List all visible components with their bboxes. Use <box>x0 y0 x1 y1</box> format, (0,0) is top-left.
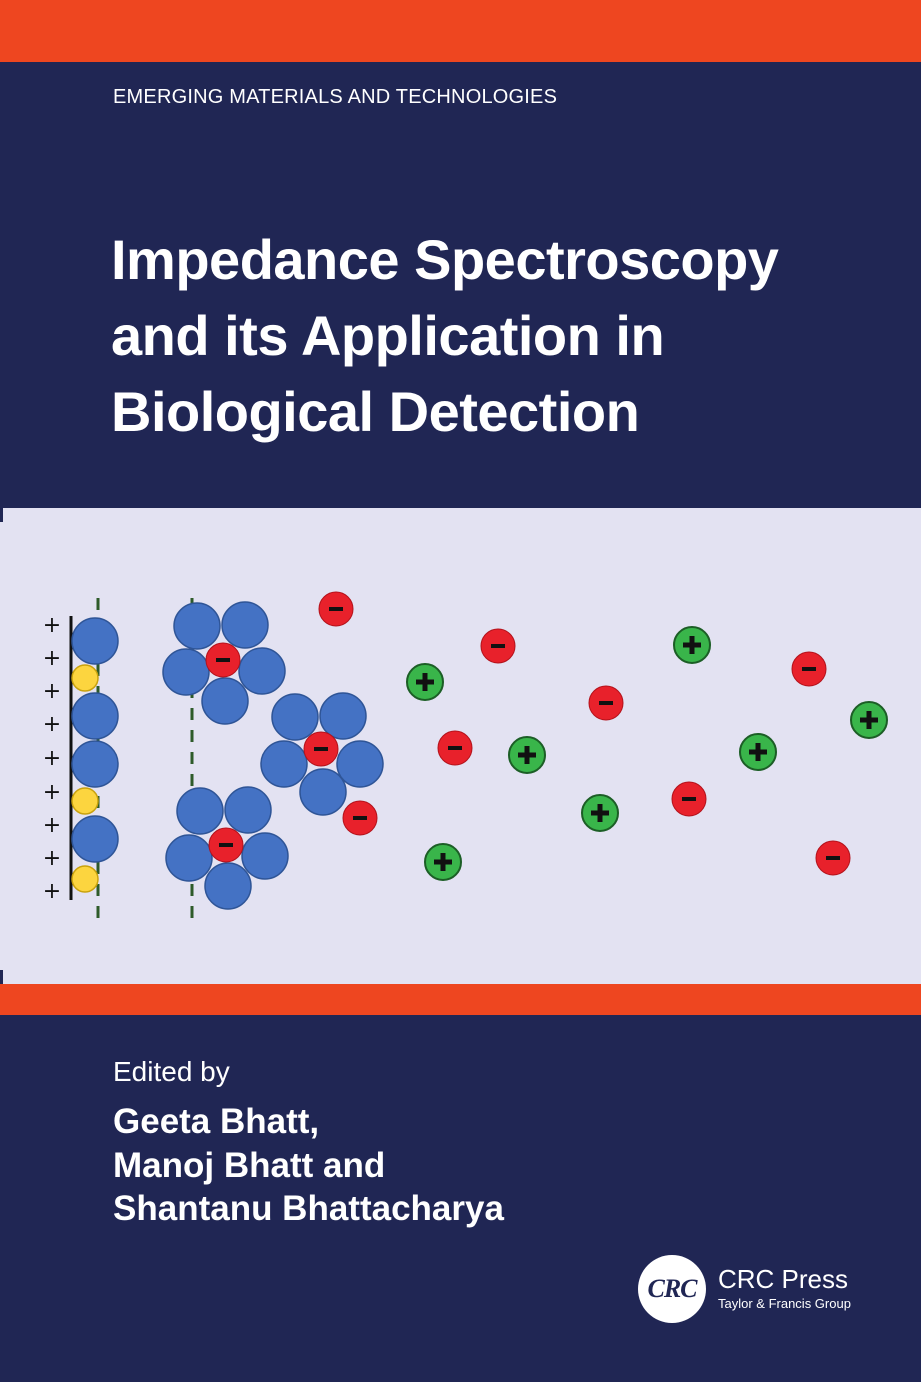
editor-line-1: Geeta Bhatt, <box>113 1102 320 1141</box>
electrode-charge: + <box>43 613 61 638</box>
blue-molecule <box>162 648 210 696</box>
minus-sign <box>448 746 462 750</box>
minus-sign <box>826 856 840 860</box>
blue-molecule <box>71 617 119 665</box>
blue-molecule <box>173 602 221 650</box>
plus-sign-v <box>755 743 761 761</box>
title-line-3: Biological Detection <box>111 380 640 443</box>
blue-molecule <box>271 693 319 741</box>
electrode-charge: + <box>43 746 61 771</box>
publisher-name: CRC Press <box>718 1264 849 1294</box>
minus-sign <box>219 843 233 847</box>
blue-molecule <box>201 677 249 725</box>
electrode-charge: + <box>43 646 61 671</box>
top-accent-bar <box>0 0 921 62</box>
blue-molecule <box>336 740 384 788</box>
logo-mark-text: CRC <box>647 1274 697 1303</box>
blue-molecule <box>241 832 289 880</box>
blue-molecule <box>71 815 119 863</box>
electrode-charge: + <box>43 879 61 904</box>
editor-line-3: Shantanu Bhattacharya <box>113 1189 504 1228</box>
plus-sign-v <box>597 804 603 822</box>
plus-sign-v <box>689 636 695 654</box>
editors-list: Geeta Bhatt, Manoj Bhatt and Shantanu Bh… <box>113 1100 504 1231</box>
edge-tick <box>0 970 3 984</box>
editor-line-2: Manoj Bhatt and <box>113 1145 386 1185</box>
publisher-logo: CRC CRC Press Taylor & Francis Group <box>638 1255 878 1327</box>
minus-sign <box>329 607 343 611</box>
blue-molecule <box>176 787 224 835</box>
blue-molecule <box>260 740 308 788</box>
yellow-molecule <box>71 787 99 815</box>
minus-sign <box>216 658 230 662</box>
minus-sign <box>682 797 696 801</box>
blue-molecule <box>224 786 272 834</box>
minus-sign <box>491 644 505 648</box>
electrode-charge: + <box>43 679 61 704</box>
publisher-tagline: Taylor & Francis Group <box>718 1296 851 1311</box>
series-title: EMERGING MATERIALS AND TECHNOLOGIES <box>113 86 558 108</box>
blue-molecule <box>221 601 269 649</box>
minus-sign <box>314 747 328 751</box>
blue-molecule <box>165 834 213 882</box>
blue-molecule <box>71 692 119 740</box>
yellow-molecule <box>71 664 99 692</box>
title-line-1: Impedance Spectroscopy <box>111 228 779 291</box>
yellow-molecule <box>71 865 99 893</box>
middle-accent-bar <box>0 984 921 1015</box>
electrode-charge: + <box>43 780 61 805</box>
electrode-charge: + <box>43 846 61 871</box>
electrode-charge: + <box>43 813 61 838</box>
title-line-2: and its Application in <box>111 304 665 367</box>
minus-sign <box>353 816 367 820</box>
plus-sign-v <box>422 673 428 691</box>
plus-sign-v <box>866 711 872 729</box>
crc-logo-icon: CRC <box>638 1255 706 1323</box>
blue-molecule <box>71 740 119 788</box>
cover-illustration: + + + + + + + + + <box>0 508 921 984</box>
electrode-charge: + <box>43 712 61 737</box>
plus-sign-v <box>440 853 446 871</box>
minus-sign <box>599 701 613 705</box>
edge-tick <box>0 508 3 522</box>
double-layer-diagram: + + + + + + + + + <box>0 508 888 984</box>
blue-molecule <box>299 768 347 816</box>
book-title: Impedance Spectroscopy and its Applicati… <box>111 222 901 450</box>
blue-molecule <box>204 862 252 910</box>
minus-sign <box>802 667 816 671</box>
edited-by-label: Edited by <box>113 1056 230 1087</box>
blue-molecule <box>319 692 367 740</box>
plus-sign-v <box>524 746 530 764</box>
blue-molecule <box>238 647 286 695</box>
